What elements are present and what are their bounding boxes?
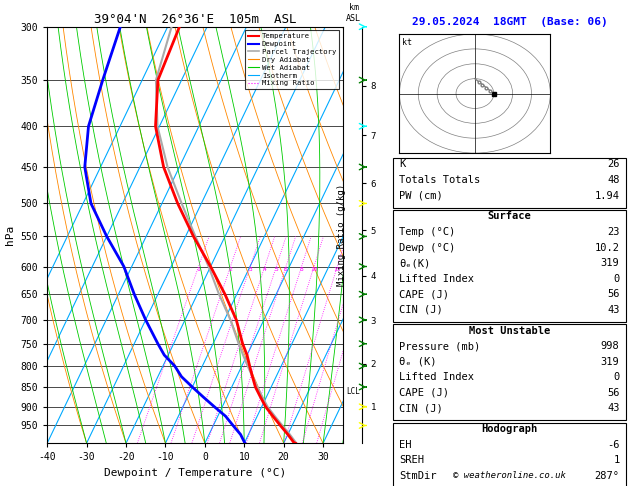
- Text: θₑ(K): θₑ(K): [399, 258, 431, 268]
- Text: 1: 1: [613, 455, 620, 466]
- Text: Dewp (°C): Dewp (°C): [399, 243, 455, 253]
- Legend: Temperature, Dewpoint, Parcel Trajectory, Dry Adiabat, Wet Adiabat, Isotherm, Mi: Temperature, Dewpoint, Parcel Trajectory…: [245, 30, 339, 89]
- Text: θₑ (K): θₑ (K): [399, 357, 437, 367]
- Text: 56: 56: [607, 289, 620, 299]
- Text: SREH: SREH: [399, 455, 425, 466]
- Text: CIN (J): CIN (J): [399, 305, 443, 315]
- Text: Lifted Index: Lifted Index: [399, 372, 474, 382]
- Text: Pressure (mb): Pressure (mb): [399, 341, 481, 351]
- Text: Temp (°C): Temp (°C): [399, 227, 455, 237]
- Text: 8: 8: [299, 266, 303, 272]
- Text: CAPE (J): CAPE (J): [399, 289, 449, 299]
- Text: StmDir: StmDir: [399, 471, 437, 481]
- Text: 43: 43: [607, 403, 620, 414]
- Text: 6: 6: [284, 266, 288, 272]
- Text: LCL: LCL: [347, 387, 360, 397]
- Text: Hodograph: Hodograph: [481, 424, 538, 434]
- Text: 5: 5: [274, 266, 278, 272]
- Text: Lifted Index: Lifted Index: [399, 274, 474, 284]
- Text: km
ASL: km ASL: [347, 3, 361, 22]
- Text: 23: 23: [607, 227, 620, 237]
- Text: EH: EH: [399, 440, 412, 450]
- Text: © weatheronline.co.uk: © weatheronline.co.uk: [453, 471, 566, 480]
- Text: 29.05.2024  18GMT  (Base: 06): 29.05.2024 18GMT (Base: 06): [411, 17, 608, 27]
- Text: 1: 1: [197, 266, 201, 272]
- X-axis label: Dewpoint / Temperature (°C): Dewpoint / Temperature (°C): [104, 468, 286, 478]
- Text: 10: 10: [310, 266, 318, 272]
- Text: -6: -6: [607, 440, 620, 450]
- Text: 287°: 287°: [594, 471, 620, 481]
- Text: Most Unstable: Most Unstable: [469, 326, 550, 336]
- Text: 43: 43: [607, 305, 620, 315]
- Text: 26: 26: [607, 159, 620, 170]
- Text: K: K: [399, 159, 406, 170]
- Text: 15: 15: [333, 266, 341, 272]
- Text: 1.94: 1.94: [594, 191, 620, 201]
- Text: 3: 3: [248, 266, 252, 272]
- Text: Mixing Ratio (g/kg): Mixing Ratio (g/kg): [337, 184, 346, 286]
- Text: 998: 998: [601, 341, 620, 351]
- Text: 48: 48: [607, 175, 620, 185]
- Text: 0: 0: [613, 372, 620, 382]
- Text: CIN (J): CIN (J): [399, 403, 443, 414]
- Text: kt: kt: [403, 37, 413, 47]
- Text: 319: 319: [601, 357, 620, 367]
- Text: PW (cm): PW (cm): [399, 191, 443, 201]
- Title: 39°04'N  26°36'E  105m  ASL: 39°04'N 26°36'E 105m ASL: [94, 13, 296, 26]
- Text: CAPE (J): CAPE (J): [399, 388, 449, 398]
- Text: 0: 0: [613, 274, 620, 284]
- Text: Surface: Surface: [487, 211, 532, 222]
- Text: 2: 2: [228, 266, 232, 272]
- Text: 4: 4: [263, 266, 267, 272]
- Y-axis label: hPa: hPa: [5, 225, 15, 245]
- Text: Totals Totals: Totals Totals: [399, 175, 481, 185]
- Text: 56: 56: [607, 388, 620, 398]
- Text: 319: 319: [601, 258, 620, 268]
- Text: 10.2: 10.2: [594, 243, 620, 253]
